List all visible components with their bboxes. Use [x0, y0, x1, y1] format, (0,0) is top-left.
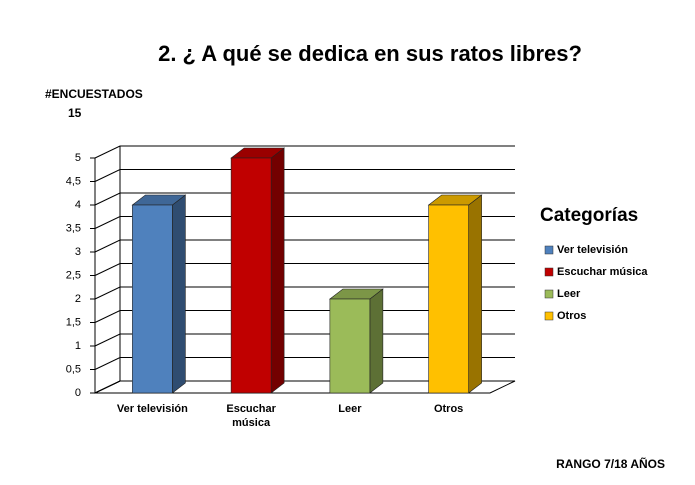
x-tick-label: Leer: [338, 403, 362, 415]
chart-title: 2. ¿ A qué se dedica en sus ratos libres…: [158, 41, 582, 66]
bar: [230, 157, 272, 394]
y-axis-label: #ENCUESTADOS: [45, 87, 143, 101]
y-tick-label: 4,5: [66, 175, 81, 187]
bar-side: [172, 194, 186, 394]
grid-line: [94, 380, 515, 394]
grid-line: [94, 145, 515, 159]
y-tick-label: 5: [75, 152, 81, 164]
grid-line: [94, 310, 515, 323]
legend-swatch: [544, 267, 554, 277]
grid-line: [94, 192, 515, 206]
bar-side: [270, 147, 285, 394]
grid-line: [94, 263, 515, 276]
y-tick-label: 3: [75, 246, 81, 258]
legend-label: Ver televisión: [557, 244, 628, 256]
bar-side: [369, 288, 384, 394]
y-tick-label: 2,5: [66, 269, 81, 281]
y-tick-label: 0,5: [66, 363, 81, 375]
bar: [132, 204, 173, 394]
legend-swatch: [544, 289, 554, 299]
legend-label: Leer: [557, 288, 581, 300]
bar-side: [468, 194, 482, 394]
bar: [329, 298, 371, 394]
y-tick-label: 0: [75, 387, 81, 399]
grid-line: [94, 357, 515, 370]
legend-swatch: [544, 311, 554, 321]
y-tick-label: 3,5: [66, 222, 81, 234]
grid-line: [94, 216, 515, 229]
x-tick-label: Otros: [433, 403, 464, 415]
y-tick-label: 4: [75, 199, 81, 211]
grid-line: [94, 333, 515, 347]
legend-label: Escuchar música: [557, 266, 648, 278]
grid-line: [94, 169, 515, 182]
bar: [428, 204, 469, 394]
x-tick-label: Ver televisión: [116, 403, 188, 415]
y-tick-label: 2: [75, 293, 81, 305]
footer: RANGO 7/18 AÑOS: [556, 456, 665, 471]
y-tick-label: 1: [75, 340, 81, 352]
legend-title: Categorías: [540, 205, 638, 226]
grid-line: [94, 239, 515, 253]
y-tick-label: 1,5: [66, 316, 81, 328]
legend-swatch: [544, 245, 554, 255]
legend-label: Otros: [557, 310, 586, 322]
y-axis-note: 15: [68, 106, 82, 120]
x-tick-label: Escuchar música: [226, 403, 276, 429]
grid-line: [94, 286, 515, 300]
